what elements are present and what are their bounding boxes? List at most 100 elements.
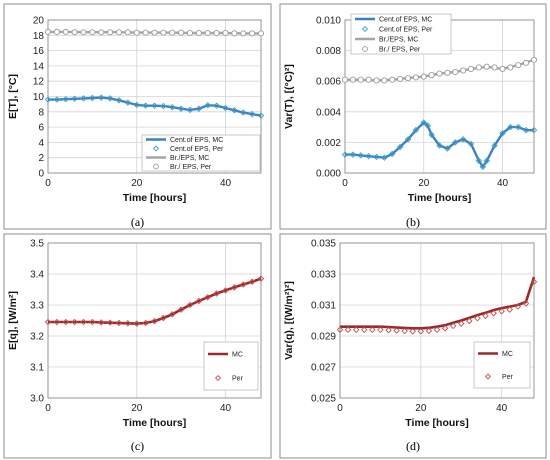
x-tick-label: 0: [342, 178, 348, 189]
data-point: [344, 326, 352, 334]
y-tick-label: 20: [33, 16, 45, 27]
data-point: [222, 104, 229, 112]
data-point: [428, 131, 435, 138]
y-tick-label: 12: [33, 77, 45, 88]
data-point: [231, 284, 238, 291]
data-point: [195, 29, 202, 37]
y-tick-label: 3.2: [30, 332, 44, 343]
y-tick-label: 4: [38, 138, 44, 149]
data-point: [80, 318, 87, 326]
data-point: [412, 74, 419, 81]
data-point: [106, 319, 114, 326]
data-point: [151, 317, 158, 325]
data-point: [249, 30, 256, 37]
chart-panel-4: 0.025 0.027 0.029 0.031 0.033 0.035 0 20 40 MC Per…: [279, 233, 547, 459]
data-point: [80, 95, 87, 102]
data-point: [151, 102, 158, 109]
data-point: [404, 136, 412, 143]
legend-box: [473, 341, 531, 389]
y-tick-label: 0.010: [316, 16, 341, 27]
y-tick-label: 0.033: [311, 270, 336, 281]
y-tick-label: 0.006: [316, 77, 341, 88]
y-tick-label: 0.029: [311, 332, 336, 343]
data-point: [98, 29, 105, 36]
y-tick-label: 0.008: [316, 46, 341, 57]
data-point: [420, 119, 427, 126]
data-point: [452, 139, 459, 146]
x-axis-label: Time [hours]: [408, 192, 471, 204]
x-tick-label: 20: [415, 403, 427, 414]
data-point: [475, 157, 483, 164]
data-point: [397, 75, 404, 82]
data-point: [169, 311, 176, 318]
data-point: [89, 318, 96, 326]
data-point: [107, 29, 114, 36]
legend-label: MC: [232, 352, 243, 359]
y-tick-label: 3.1: [30, 363, 44, 374]
legend-swatch: [484, 373, 492, 380]
data-point: [409, 328, 416, 335]
y-tick-label: 3.5: [30, 239, 44, 250]
y-tick-label: 0.000: [316, 169, 341, 180]
data-point: [71, 29, 78, 36]
data-point: [514, 303, 522, 310]
data-point: [420, 73, 427, 80]
legend: Cent.of EPS, MC Cent.of EPS, Per Br./EPS, …: [141, 134, 261, 172]
data-point: [240, 30, 247, 37]
y-tick-label: 0.035: [311, 239, 336, 250]
data-point: [385, 326, 392, 334]
legend-label: Cent.of EPS, MC: [170, 137, 223, 144]
data-point: [44, 318, 52, 326]
y-tick-label: 0.027: [311, 363, 336, 374]
data-point: [452, 68, 459, 76]
series-4: [341, 56, 538, 84]
data-point: [373, 77, 380, 84]
data-point: [231, 107, 238, 114]
data-point: [474, 314, 481, 322]
data-point: [467, 140, 475, 148]
legend: MC Per: [473, 341, 531, 389]
data-point: [499, 129, 506, 137]
x-tick-label: 40: [220, 178, 232, 189]
data-point: [490, 309, 497, 317]
data-point: [160, 102, 167, 110]
data-point: [352, 326, 360, 334]
panel-caption: (b): [406, 215, 420, 229]
data-point: [169, 103, 176, 111]
data-point: [213, 290, 220, 297]
series-2: [44, 94, 265, 119]
data-point: [460, 67, 467, 74]
data-point: [186, 29, 194, 37]
data-point: [106, 95, 114, 102]
x-tick-label: 40: [220, 403, 232, 414]
y-axis-label: Var(T), [(°C)²]: [283, 64, 295, 129]
data-point: [357, 152, 364, 159]
data-point: [357, 76, 364, 83]
data-point: [62, 28, 69, 35]
y-axis-label: E[T], [°C]: [7, 74, 19, 119]
y-tick-label: 6: [38, 123, 44, 134]
legend-swatch: [153, 163, 159, 170]
chart-panel-3: 3.0 3.1 3.2 3.3 3.4 3.5 0 20 40 MC Per Time [hours]…: [3, 233, 272, 459]
panel-caption: (a): [131, 215, 144, 229]
series-2: [44, 275, 265, 327]
data-point: [361, 326, 368, 334]
data-point: [133, 29, 140, 36]
data-point: [222, 29, 229, 37]
data-point: [248, 278, 256, 285]
data-point: [466, 317, 473, 325]
data-point: [349, 151, 357, 158]
data-point: [341, 76, 349, 83]
y-tick-label: 2: [38, 153, 44, 164]
data-point: [195, 105, 203, 112]
data-point: [248, 110, 256, 118]
data-point: [491, 142, 498, 149]
y-tick-label: 18: [33, 31, 45, 42]
data-point: [417, 328, 425, 335]
series-1: [48, 96, 262, 117]
data-point: [393, 327, 400, 334]
data-point: [160, 314, 167, 322]
data-point: [475, 64, 482, 71]
data-point: [195, 297, 203, 305]
